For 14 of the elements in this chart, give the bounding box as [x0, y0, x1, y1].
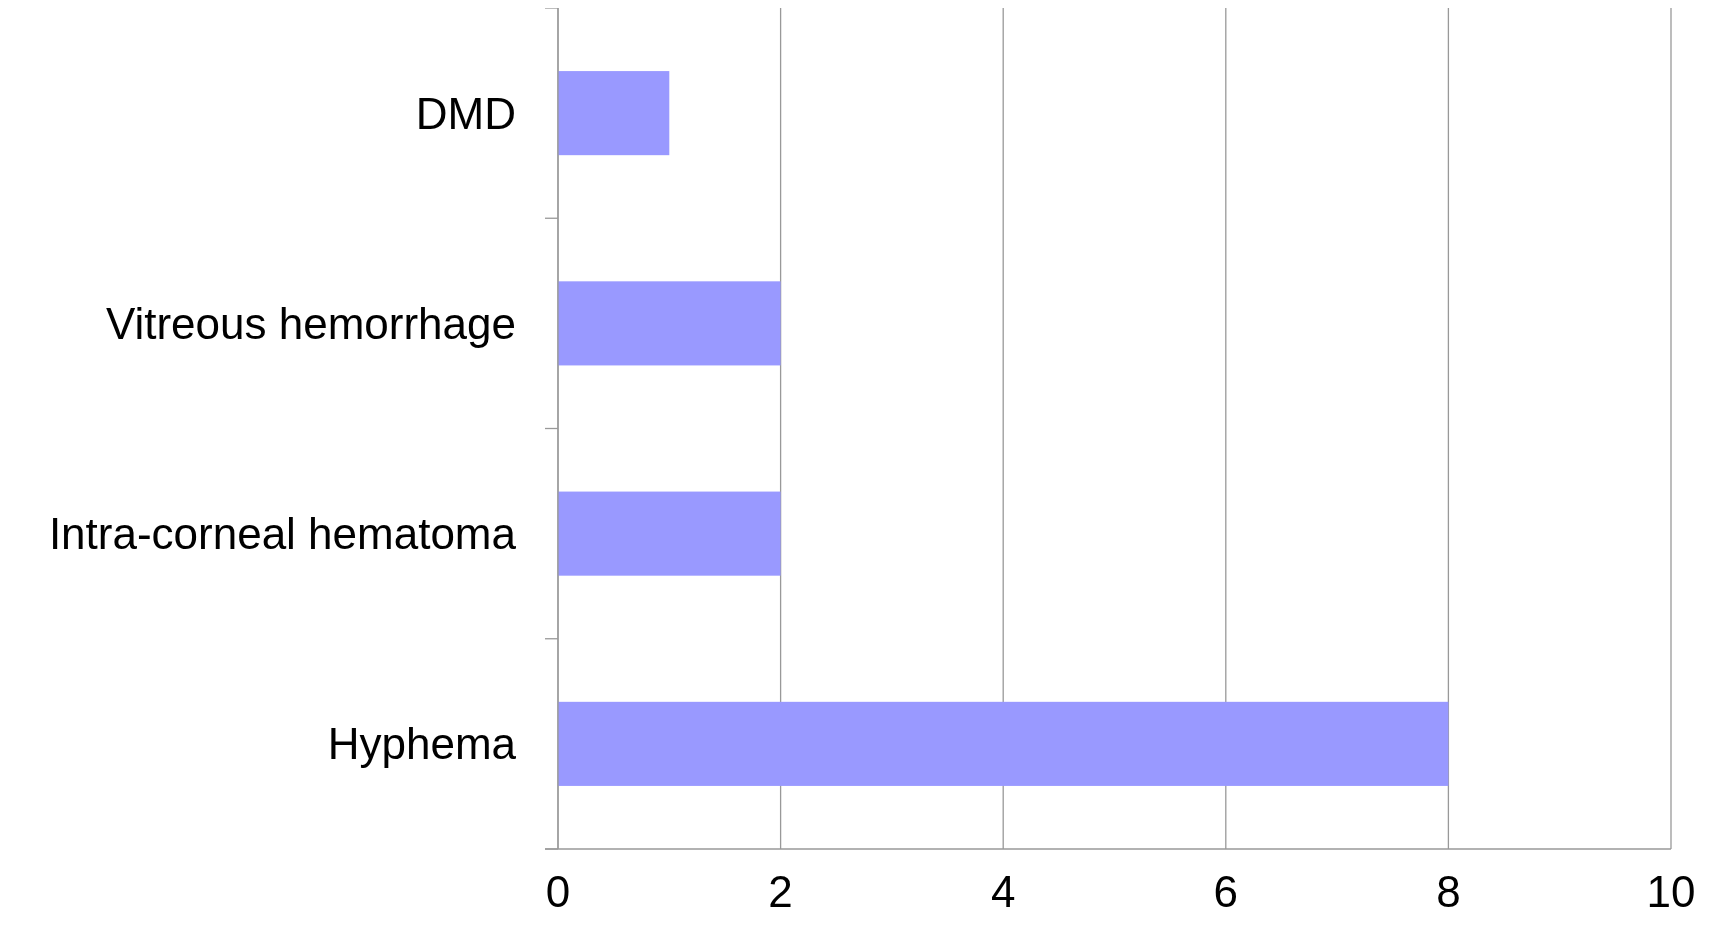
x-tick-label: 8 — [1436, 867, 1461, 916]
y-tick-label: DMD — [415, 88, 516, 138]
bar — [558, 701, 1449, 786]
x-tick-label: 4 — [990, 867, 1016, 916]
x-tick-label: 10 — [1646, 867, 1696, 916]
y-tick-label: Vitreous hemorrhage — [105, 298, 516, 348]
x-tick-label: 0 — [545, 867, 571, 916]
bar — [558, 281, 781, 366]
y-tick-label: Hyphema — [327, 719, 517, 769]
bar — [558, 491, 781, 576]
bar — [558, 71, 670, 156]
x-tick-label: 6 — [1213, 867, 1239, 916]
x-tick-label: 2 — [768, 867, 793, 916]
y-tick-label: Intra-corneal hematoma — [48, 509, 517, 559]
